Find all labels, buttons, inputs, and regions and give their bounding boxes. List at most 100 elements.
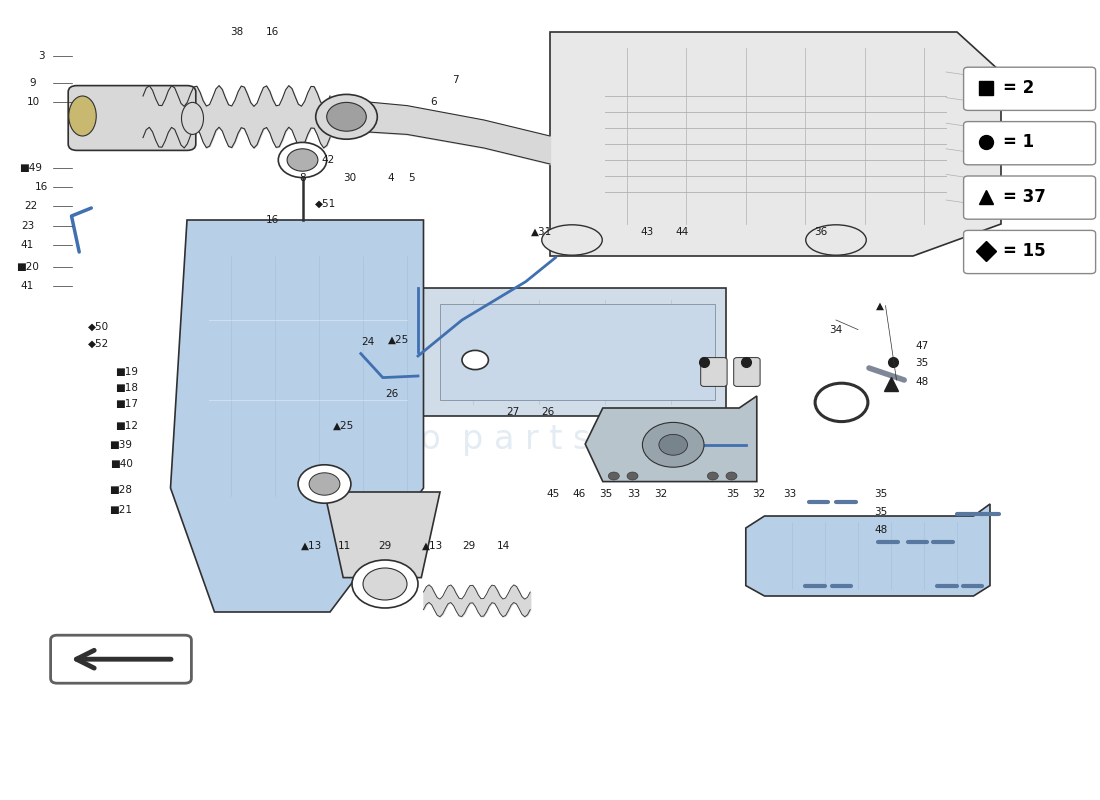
Text: a u t o  p a r t s: a u t o p a r t s <box>333 423 591 457</box>
Ellipse shape <box>805 225 867 255</box>
Circle shape <box>608 472 619 480</box>
Circle shape <box>352 560 418 608</box>
Text: ■49: ■49 <box>20 163 42 173</box>
Text: 44: 44 <box>675 227 689 237</box>
Text: ▲31: ▲31 <box>530 227 552 237</box>
Text: ◆52: ◆52 <box>88 339 110 349</box>
Circle shape <box>327 102 366 131</box>
Text: 38: 38 <box>230 27 243 37</box>
Ellipse shape <box>68 96 97 136</box>
Text: 16: 16 <box>266 215 279 225</box>
Text: 30: 30 <box>343 173 356 182</box>
Text: 29: 29 <box>462 541 475 550</box>
Text: 33: 33 <box>627 490 640 499</box>
Polygon shape <box>324 492 440 578</box>
FancyBboxPatch shape <box>964 176 1096 219</box>
Text: 14: 14 <box>497 541 510 550</box>
FancyBboxPatch shape <box>51 635 191 683</box>
Circle shape <box>316 94 377 139</box>
Text: 8: 8 <box>299 173 306 182</box>
Text: = 1: = 1 <box>1003 134 1034 151</box>
Ellipse shape <box>182 102 204 134</box>
Text: 23: 23 <box>21 221 34 230</box>
Circle shape <box>287 149 318 171</box>
Polygon shape <box>550 32 1001 256</box>
Circle shape <box>462 350 488 370</box>
Text: 35: 35 <box>726 490 739 499</box>
Ellipse shape <box>541 225 603 255</box>
Text: 35: 35 <box>874 507 888 517</box>
Text: EUROSPARE: EUROSPARE <box>266 347 658 405</box>
Text: 46: 46 <box>572 490 585 499</box>
Text: 6: 6 <box>430 98 437 107</box>
Text: 5: 5 <box>408 173 415 182</box>
FancyBboxPatch shape <box>734 358 760 386</box>
Text: ■19: ■19 <box>116 367 138 377</box>
Circle shape <box>627 472 638 480</box>
Circle shape <box>726 472 737 480</box>
FancyBboxPatch shape <box>964 122 1096 165</box>
Circle shape <box>659 434 688 455</box>
Polygon shape <box>170 220 424 612</box>
Text: 22: 22 <box>24 202 37 211</box>
Text: ▲25: ▲25 <box>332 421 354 430</box>
Text: ■21: ■21 <box>110 506 132 515</box>
Text: ■28: ■28 <box>110 485 132 494</box>
FancyBboxPatch shape <box>964 230 1096 274</box>
Text: 26: 26 <box>541 407 554 417</box>
Text: ■40: ■40 <box>110 459 132 469</box>
Circle shape <box>309 473 340 495</box>
Polygon shape <box>746 504 990 596</box>
Polygon shape <box>440 304 715 400</box>
Text: ■20: ■20 <box>16 262 38 272</box>
Text: ■18: ■18 <box>116 383 138 393</box>
FancyBboxPatch shape <box>701 358 727 386</box>
Text: ■17: ■17 <box>116 399 138 409</box>
Text: 47: 47 <box>915 341 928 350</box>
Text: 24: 24 <box>361 338 374 347</box>
Text: 33: 33 <box>783 490 796 499</box>
FancyBboxPatch shape <box>68 86 196 150</box>
Text: 16: 16 <box>266 27 279 37</box>
Text: 32: 32 <box>654 490 668 499</box>
Text: = 2: = 2 <box>1003 79 1034 97</box>
Text: 10: 10 <box>26 98 40 107</box>
Circle shape <box>278 142 327 178</box>
Text: ▲25: ▲25 <box>387 335 409 345</box>
Text: 11: 11 <box>338 541 351 550</box>
Text: 27: 27 <box>506 407 519 417</box>
Text: ■39: ■39 <box>110 440 132 450</box>
Text: ■12: ■12 <box>116 421 138 430</box>
Text: 41: 41 <box>21 240 34 250</box>
Text: ▲13: ▲13 <box>421 541 443 550</box>
Text: 35: 35 <box>874 490 888 499</box>
Text: 41: 41 <box>21 282 34 291</box>
Text: 16: 16 <box>35 182 48 192</box>
Text: 7: 7 <box>452 75 459 85</box>
Polygon shape <box>418 288 726 416</box>
Text: 35: 35 <box>915 358 928 368</box>
Circle shape <box>363 568 407 600</box>
Text: 3: 3 <box>39 51 45 61</box>
Text: 9: 9 <box>30 78 36 88</box>
Text: 42: 42 <box>321 155 334 165</box>
Text: 48: 48 <box>915 377 928 386</box>
Text: 48: 48 <box>874 525 888 534</box>
Circle shape <box>642 422 704 467</box>
Text: 26: 26 <box>385 389 398 398</box>
Text: 32: 32 <box>752 490 766 499</box>
FancyBboxPatch shape <box>964 67 1096 110</box>
Text: ◆50: ◆50 <box>88 322 110 331</box>
Text: 36: 36 <box>814 227 827 237</box>
Text: 4: 4 <box>387 173 394 182</box>
Text: 34: 34 <box>829 325 843 334</box>
Text: = 37: = 37 <box>1003 188 1046 206</box>
Text: ▲13: ▲13 <box>300 541 322 550</box>
Text: 29: 29 <box>378 541 392 550</box>
Text: 45: 45 <box>547 490 560 499</box>
Text: 43: 43 <box>640 227 653 237</box>
Polygon shape <box>585 396 757 482</box>
Text: 35: 35 <box>600 490 613 499</box>
Circle shape <box>707 472 718 480</box>
Text: ◆51: ◆51 <box>315 199 337 209</box>
